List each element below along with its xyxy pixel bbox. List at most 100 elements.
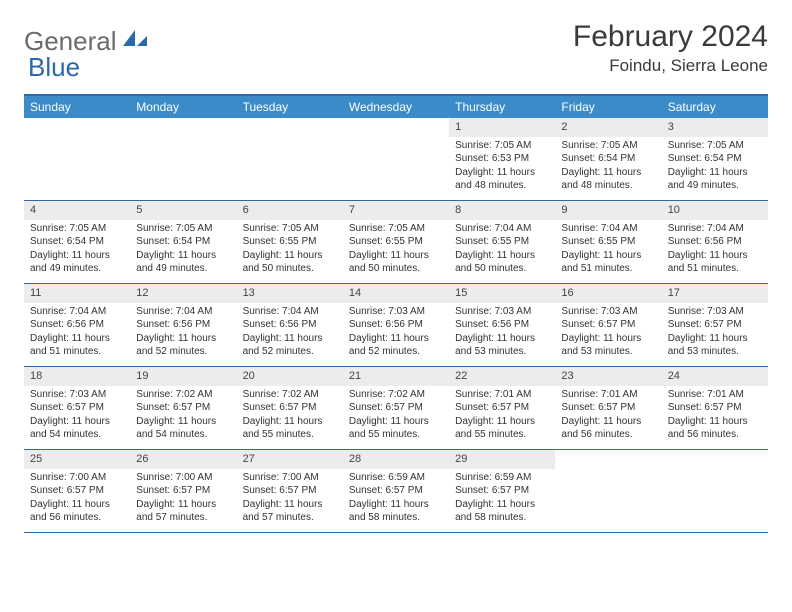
day-number: 7 — [343, 201, 449, 220]
sunset: Sunset: 6:55 PM — [349, 235, 443, 249]
daylight: Daylight: 11 hours and 50 minutes. — [243, 249, 337, 276]
week-row: 1Sunrise: 7:05 AMSunset: 6:53 PMDaylight… — [24, 118, 768, 201]
day-number: 22 — [449, 367, 555, 386]
day-cell: 29Sunrise: 6:59 AMSunset: 6:57 PMDayligh… — [449, 450, 555, 532]
sunset: Sunset: 6:55 PM — [243, 235, 337, 249]
day-details: Sunrise: 7:00 AMSunset: 6:57 PMDaylight:… — [24, 469, 130, 529]
sunrise: Sunrise: 7:02 AM — [136, 388, 230, 402]
sunrise: Sunrise: 7:01 AM — [561, 388, 655, 402]
sunrise: Sunrise: 7:04 AM — [455, 222, 549, 236]
day-number: 18 — [24, 367, 130, 386]
daylight: Daylight: 11 hours and 58 minutes. — [349, 498, 443, 525]
weekday-monday: Monday — [130, 96, 236, 118]
day-details: Sunrise: 7:00 AMSunset: 6:57 PMDaylight:… — [237, 469, 343, 529]
day-details: Sunrise: 7:03 AMSunset: 6:56 PMDaylight:… — [343, 303, 449, 363]
day-cell: 15Sunrise: 7:03 AMSunset: 6:56 PMDayligh… — [449, 284, 555, 366]
sunset: Sunset: 6:57 PM — [136, 484, 230, 498]
sunrise: Sunrise: 7:03 AM — [455, 305, 549, 319]
day-cell: 20Sunrise: 7:02 AMSunset: 6:57 PMDayligh… — [237, 367, 343, 449]
sunrise: Sunrise: 7:05 AM — [668, 139, 762, 153]
day-details: Sunrise: 7:00 AMSunset: 6:57 PMDaylight:… — [130, 469, 236, 529]
sunset: Sunset: 6:57 PM — [349, 401, 443, 415]
daylight: Daylight: 11 hours and 50 minutes. — [455, 249, 549, 276]
sunrise: Sunrise: 7:03 AM — [349, 305, 443, 319]
sunset: Sunset: 6:55 PM — [561, 235, 655, 249]
sunset: Sunset: 6:56 PM — [243, 318, 337, 332]
sunrise: Sunrise: 7:05 AM — [349, 222, 443, 236]
sunrise: Sunrise: 7:01 AM — [668, 388, 762, 402]
day-cell: 10Sunrise: 7:04 AMSunset: 6:56 PMDayligh… — [662, 201, 768, 283]
sunrise: Sunrise: 7:00 AM — [30, 471, 124, 485]
sunset: Sunset: 6:57 PM — [668, 318, 762, 332]
sunset: Sunset: 6:57 PM — [668, 401, 762, 415]
day-number — [130, 118, 236, 122]
daylight: Daylight: 11 hours and 52 minutes. — [243, 332, 337, 359]
daylight: Daylight: 11 hours and 51 minutes. — [561, 249, 655, 276]
day-number: 5 — [130, 201, 236, 220]
weekday-header-row: Sunday Monday Tuesday Wednesday Thursday… — [24, 96, 768, 118]
logo-sail-icon — [121, 26, 149, 57]
day-details: Sunrise: 7:05 AMSunset: 6:55 PMDaylight:… — [237, 220, 343, 280]
day-number: 1 — [449, 118, 555, 137]
sunset: Sunset: 6:57 PM — [136, 401, 230, 415]
day-details: Sunrise: 7:04 AMSunset: 6:56 PMDaylight:… — [130, 303, 236, 363]
day-number — [237, 118, 343, 122]
sunrise: Sunrise: 7:03 AM — [30, 388, 124, 402]
sunrise: Sunrise: 7:01 AM — [455, 388, 549, 402]
header: General February 2024 Foindu, Sierra Leo… — [24, 20, 768, 76]
day-details: Sunrise: 6:59 AMSunset: 6:57 PMDaylight:… — [343, 469, 449, 529]
day-number: 9 — [555, 201, 661, 220]
sunset: Sunset: 6:54 PM — [136, 235, 230, 249]
sunrise: Sunrise: 7:04 AM — [136, 305, 230, 319]
sunset: Sunset: 6:57 PM — [30, 401, 124, 415]
sunrise: Sunrise: 7:03 AM — [561, 305, 655, 319]
daylight: Daylight: 11 hours and 52 minutes. — [349, 332, 443, 359]
day-cell: 12Sunrise: 7:04 AMSunset: 6:56 PMDayligh… — [130, 284, 236, 366]
daylight: Daylight: 11 hours and 53 minutes. — [668, 332, 762, 359]
day-cell: 11Sunrise: 7:04 AMSunset: 6:56 PMDayligh… — [24, 284, 130, 366]
location: Foindu, Sierra Leone — [573, 56, 768, 76]
sunset: Sunset: 6:57 PM — [561, 401, 655, 415]
weeks-container: 1Sunrise: 7:05 AMSunset: 6:53 PMDaylight… — [24, 118, 768, 533]
sunrise: Sunrise: 7:03 AM — [668, 305, 762, 319]
sunrise: Sunrise: 7:00 AM — [136, 471, 230, 485]
day-cell — [237, 118, 343, 200]
sunrise: Sunrise: 7:05 AM — [136, 222, 230, 236]
day-cell: 4Sunrise: 7:05 AMSunset: 6:54 PMDaylight… — [24, 201, 130, 283]
day-details: Sunrise: 7:01 AMSunset: 6:57 PMDaylight:… — [555, 386, 661, 446]
day-number — [555, 450, 661, 454]
weekday-thursday: Thursday — [449, 96, 555, 118]
daylight: Daylight: 11 hours and 58 minutes. — [455, 498, 549, 525]
sunset: Sunset: 6:54 PM — [668, 152, 762, 166]
day-cell: 8Sunrise: 7:04 AMSunset: 6:55 PMDaylight… — [449, 201, 555, 283]
daylight: Daylight: 11 hours and 49 minutes. — [30, 249, 124, 276]
daylight: Daylight: 11 hours and 57 minutes. — [136, 498, 230, 525]
sunset: Sunset: 6:57 PM — [30, 484, 124, 498]
daylight: Daylight: 11 hours and 54 minutes. — [136, 415, 230, 442]
daylight: Daylight: 11 hours and 55 minutes. — [455, 415, 549, 442]
day-details: Sunrise: 7:05 AMSunset: 6:53 PMDaylight:… — [449, 137, 555, 197]
day-details: Sunrise: 7:04 AMSunset: 6:56 PMDaylight:… — [662, 220, 768, 280]
weekday-tuesday: Tuesday — [237, 96, 343, 118]
day-cell: 1Sunrise: 7:05 AMSunset: 6:53 PMDaylight… — [449, 118, 555, 200]
day-number: 25 — [24, 450, 130, 469]
day-details: Sunrise: 7:02 AMSunset: 6:57 PMDaylight:… — [130, 386, 236, 446]
week-row: 25Sunrise: 7:00 AMSunset: 6:57 PMDayligh… — [24, 450, 768, 533]
day-details: Sunrise: 7:04 AMSunset: 6:55 PMDaylight:… — [555, 220, 661, 280]
daylight: Daylight: 11 hours and 49 minutes. — [136, 249, 230, 276]
week-row: 4Sunrise: 7:05 AMSunset: 6:54 PMDaylight… — [24, 201, 768, 284]
sunrise: Sunrise: 7:02 AM — [349, 388, 443, 402]
day-cell: 22Sunrise: 7:01 AMSunset: 6:57 PMDayligh… — [449, 367, 555, 449]
day-number: 24 — [662, 367, 768, 386]
day-details: Sunrise: 7:03 AMSunset: 6:57 PMDaylight:… — [555, 303, 661, 363]
sunrise: Sunrise: 7:04 AM — [668, 222, 762, 236]
day-cell: 27Sunrise: 7:00 AMSunset: 6:57 PMDayligh… — [237, 450, 343, 532]
day-cell: 16Sunrise: 7:03 AMSunset: 6:57 PMDayligh… — [555, 284, 661, 366]
sunrise: Sunrise: 6:59 AM — [349, 471, 443, 485]
day-details: Sunrise: 7:02 AMSunset: 6:57 PMDaylight:… — [343, 386, 449, 446]
sunrise: Sunrise: 7:05 AM — [30, 222, 124, 236]
sunset: Sunset: 6:57 PM — [561, 318, 655, 332]
sunset: Sunset: 6:56 PM — [30, 318, 124, 332]
week-row: 18Sunrise: 7:03 AMSunset: 6:57 PMDayligh… — [24, 367, 768, 450]
sunset: Sunset: 6:56 PM — [349, 318, 443, 332]
